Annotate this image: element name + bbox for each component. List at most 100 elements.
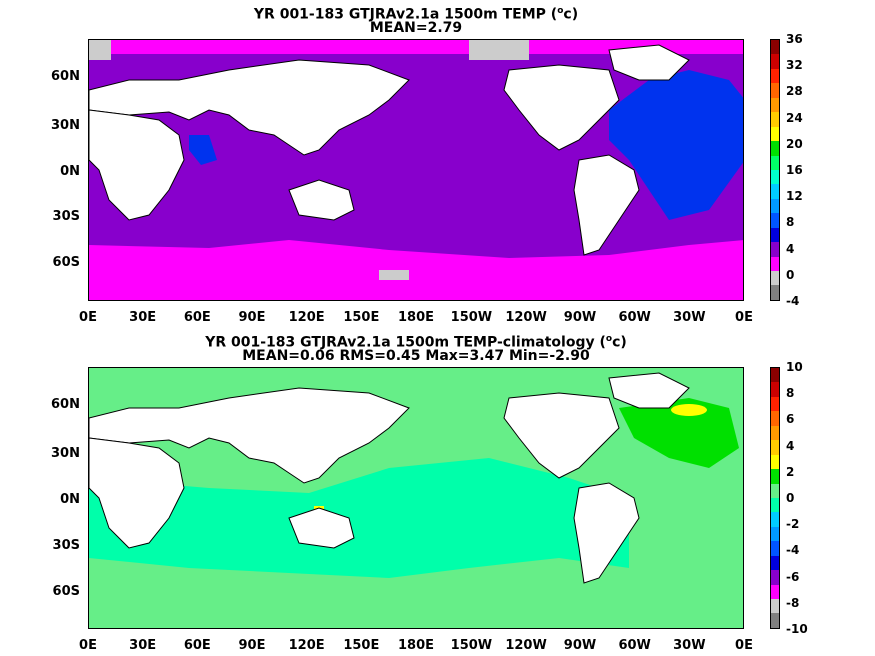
- panel2-colorbar-label: 0: [786, 491, 795, 505]
- panel2-lat-label: 30N: [51, 446, 80, 461]
- panel1-lon-label: 60W: [618, 310, 651, 325]
- panel2-land: [89, 372, 690, 584]
- panel2-lat-label: 30S: [52, 538, 80, 553]
- colorbar-swatch: [771, 112, 779, 127]
- panel2-map: [88, 367, 744, 629]
- panel2-lon-label: 180E: [397, 638, 435, 653]
- panel1-lat-label: 30N: [51, 118, 80, 133]
- panel1-ice: [89, 40, 111, 60]
- colorbar-swatch: [771, 83, 779, 98]
- panel1-lat-label: 60S: [52, 255, 80, 270]
- panel1-colorbar-label: 12: [786, 189, 803, 204]
- panel2-colorbar-label: 4: [786, 438, 795, 453]
- panel2-title-sup: o: [605, 334, 613, 344]
- panel1-lon-label: 120E: [288, 310, 325, 325]
- panel2-lon-label: 30E: [129, 638, 157, 653]
- panel1-lon-label: 60E: [183, 310, 211, 325]
- panel2-colorbar-label: -10: [786, 622, 808, 636]
- panel1-colorbar-label: 20: [786, 136, 803, 151]
- panel2-colorbar-label: -2: [786, 517, 800, 532]
- colorbar-swatch: [771, 454, 779, 470]
- panel1-colorbar-label: 0: [786, 267, 795, 282]
- panel1-colorbar-label: 32: [786, 58, 803, 73]
- panel2-lon-label: 90W: [563, 638, 597, 653]
- panel1-map-svg: [89, 40, 743, 300]
- colorbar-swatch: [771, 54, 779, 69]
- panel2-colorbar-label: 2: [786, 464, 795, 479]
- panel1-colorbar-label: 28: [786, 84, 803, 99]
- panel1-lon-label: 90W: [563, 310, 597, 325]
- colorbar-swatch: [771, 555, 779, 571]
- colorbar-swatch: [771, 512, 779, 527]
- colorbar-swatch: [771, 368, 779, 383]
- colorbar-swatch: [771, 169, 779, 185]
- panel1-land: [89, 44, 690, 256]
- panel2-title-unit: c): [612, 334, 627, 351]
- panel1-title-text: YR 001-183 GTJRAv2.1a 1500m TEMP (: [253, 6, 558, 23]
- colorbar-swatch: [771, 271, 779, 286]
- panel1-colorbar-label: 24: [786, 110, 803, 125]
- panel1-subtitle: MEAN=2.79: [369, 20, 463, 36]
- colorbar-swatch: [771, 584, 779, 599]
- panel1-colorbar-label: -4: [786, 294, 800, 308]
- panel1-southern-ocean: [89, 240, 743, 300]
- panel1-title-unit: c): [563, 6, 579, 23]
- colorbar-swatch: [771, 469, 779, 484]
- panel2-lon-label: 150W: [450, 638, 493, 653]
- panel2-colorbar-label: 8: [786, 386, 795, 401]
- panel1-arabian-sea: [189, 135, 217, 165]
- colorbar-swatch: [771, 526, 779, 542]
- panel1-lon-label: 180E: [397, 310, 435, 325]
- panel1-arctic: [89, 40, 743, 54]
- colorbar-swatch: [771, 155, 779, 170]
- panel1-lon-label: 30W: [673, 310, 706, 325]
- panel2-lon-label: 60E: [183, 638, 211, 653]
- panel1-title-sup: o: [557, 6, 564, 16]
- panel1-colorbar: [770, 39, 780, 301]
- panel1-colorbar-label: 36: [786, 32, 803, 46]
- panel1-colorbar-label: 8: [786, 215, 795, 230]
- colorbar-swatch: [771, 483, 779, 498]
- panel2-lon-label: 120E: [288, 638, 325, 653]
- panel1-lat-label: 60N: [51, 69, 80, 84]
- panel2-colorbar: [770, 367, 780, 629]
- panel2-lon-label: 0E: [79, 638, 97, 653]
- panel2-lon-label: 90E: [238, 638, 266, 653]
- panel1-lon-label: 150W: [450, 310, 493, 325]
- panel2-colorbar-label: -4: [786, 543, 800, 558]
- panel2-lon-label: 120W: [505, 638, 547, 653]
- colorbar-swatch: [771, 497, 779, 513]
- panel2-tropics: [89, 458, 629, 578]
- colorbar-swatch: [771, 613, 779, 628]
- panel1-ice: [379, 270, 409, 280]
- colorbar-swatch: [771, 213, 779, 228]
- panel1-title: YR 001-183 GTJRAv2.1a 1500m TEMP (oc): [88, 3, 744, 23]
- panel1-lon-label: 120W: [505, 310, 547, 325]
- panel2-lon-label: 30W: [673, 638, 706, 653]
- colorbar-swatch: [771, 68, 779, 84]
- panel2-colorbar-label: -6: [786, 569, 800, 584]
- panel1-lon-label: 0E: [79, 310, 97, 325]
- colorbar-swatch: [771, 440, 779, 455]
- panel2-colorbar-label: 6: [786, 412, 795, 427]
- panel2-title-text: YR 001-183 GTJRAv2.1a 1500m TEMP-climato…: [205, 334, 606, 351]
- panel1-colorbar-label: 4: [786, 241, 795, 256]
- panel1-lon-label: 90E: [238, 310, 266, 325]
- colorbar-swatch: [771, 97, 779, 113]
- colorbar-swatch: [771, 411, 779, 426]
- colorbar-swatch: [771, 382, 779, 397]
- panel1-lon-label: 150E: [343, 310, 380, 325]
- panel1-map: [88, 39, 744, 301]
- panel2-lat-label: 60N: [51, 397, 80, 412]
- colorbar-swatch: [771, 184, 779, 199]
- panel1-north-atlantic: [609, 70, 743, 220]
- colorbar-swatch: [771, 141, 779, 156]
- panel1-lat-label: 30S: [52, 209, 80, 224]
- colorbar-swatch: [771, 425, 779, 441]
- panel2-colorbar-label: -8: [786, 595, 800, 610]
- colorbar-swatch: [771, 541, 779, 556]
- panel1-lon-label: 0E: [735, 310, 753, 325]
- colorbar-swatch: [771, 396, 779, 412]
- panel1-lat-label: 0N: [60, 164, 80, 179]
- colorbar-swatch: [771, 599, 779, 614]
